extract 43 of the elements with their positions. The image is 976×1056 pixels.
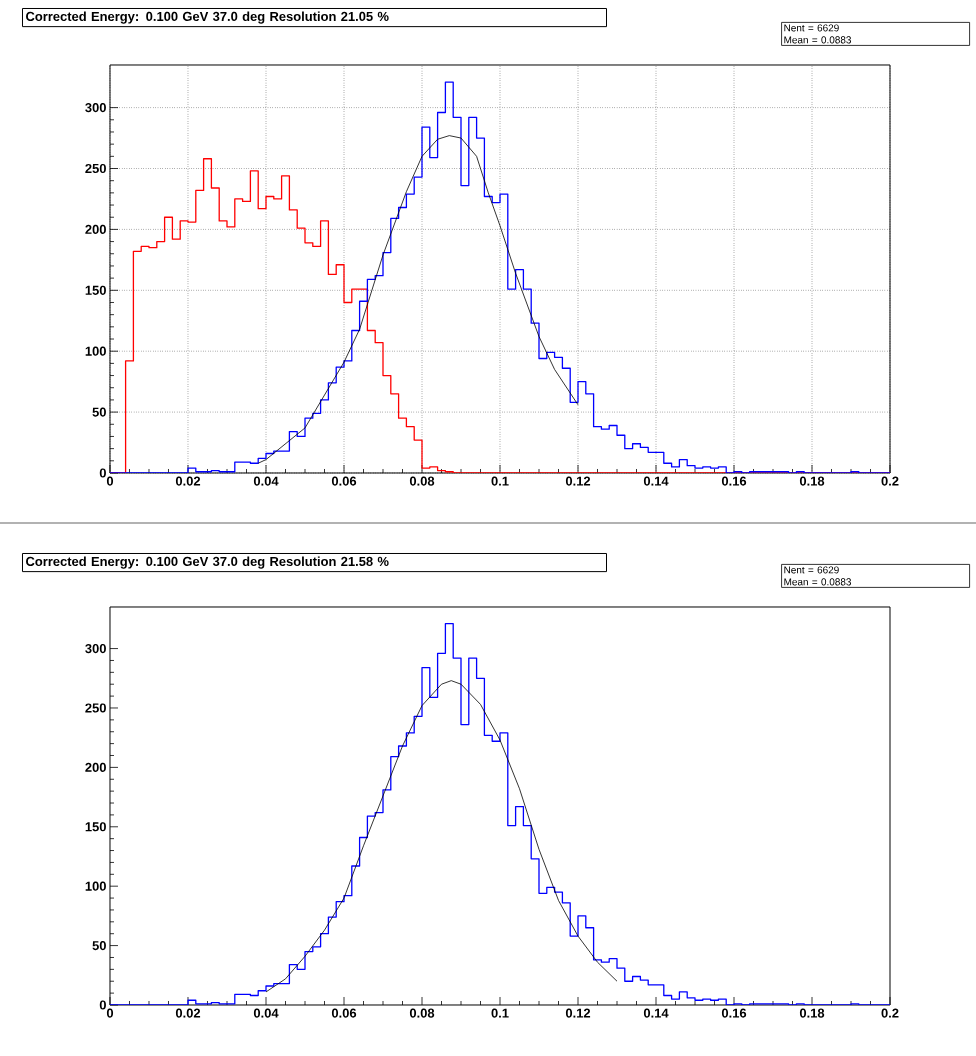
x-tick-label: 0.16 (721, 476, 747, 486)
x-tick-label: 0.1 (491, 1008, 509, 1018)
y-tick-label: 250 (85, 703, 106, 713)
text: Nent = 6629 (784, 566, 839, 574)
y-tick-label: 0 (99, 468, 106, 478)
x-tick-label: 0.04 (253, 476, 279, 486)
x-tick-label: 0.14 (643, 476, 669, 486)
y-tick-label: 150 (85, 822, 106, 832)
x-tick-label: 0.18 (799, 476, 825, 486)
text: Mean = 0.0883 (784, 36, 851, 44)
x-tick-label: 0.16 (721, 1008, 747, 1018)
x-tick-label: 0.06 (331, 1008, 357, 1018)
x-tick-label: 0.06 (331, 476, 357, 486)
chart-title: Corrected Energy: 0.100 GeV 37.0 deg Resolution 21.58 % (26, 556, 389, 569)
x-tick-label: 0.08 (409, 476, 435, 486)
y-tick-label: 100 (85, 881, 106, 891)
x-tick-label: 0.18 (799, 1008, 825, 1018)
y-tick-label: 300 (85, 103, 106, 113)
x-tick-label: 0.02 (175, 1008, 201, 1018)
y-tick-label: 50 (92, 407, 106, 417)
x-tick-label: 0 (106, 476, 114, 486)
y-tick-label: 0 (99, 1000, 106, 1010)
chart-title: Corrected Energy: 0.100 GeV 37.0 deg Resolution 21.05 % (26, 11, 389, 24)
x-tick-label: 0.2 (881, 476, 899, 486)
x-tick-label: 0.12 (565, 476, 591, 486)
x-tick-label: 0.12 (565, 1008, 591, 1018)
y-tick-label: 50 (92, 941, 106, 951)
y-tick-label: 100 (85, 346, 106, 356)
x-tick-label: 0.04 (253, 1008, 279, 1018)
y-tick-label: 300 (85, 643, 106, 654)
x-tick-label: 0.2 (881, 1008, 899, 1018)
text: Mean = 0.0883 (784, 578, 851, 586)
x-tick-label: 0.1 (491, 476, 509, 486)
text: Nent = 6629 (784, 24, 839, 32)
y-tick-label: 250 (85, 163, 106, 174)
y-tick-label: 150 (85, 285, 106, 295)
x-tick-label: 0.14 (643, 1008, 669, 1018)
line-series (257, 135, 579, 464)
y-tick-label: 200 (85, 762, 106, 772)
x-tick-label: 0.08 (409, 1008, 435, 1018)
y-tick-label: 200 (85, 224, 106, 234)
x-tick-label: 0.02 (175, 476, 201, 486)
x-tick-label: 0 (106, 1008, 114, 1018)
